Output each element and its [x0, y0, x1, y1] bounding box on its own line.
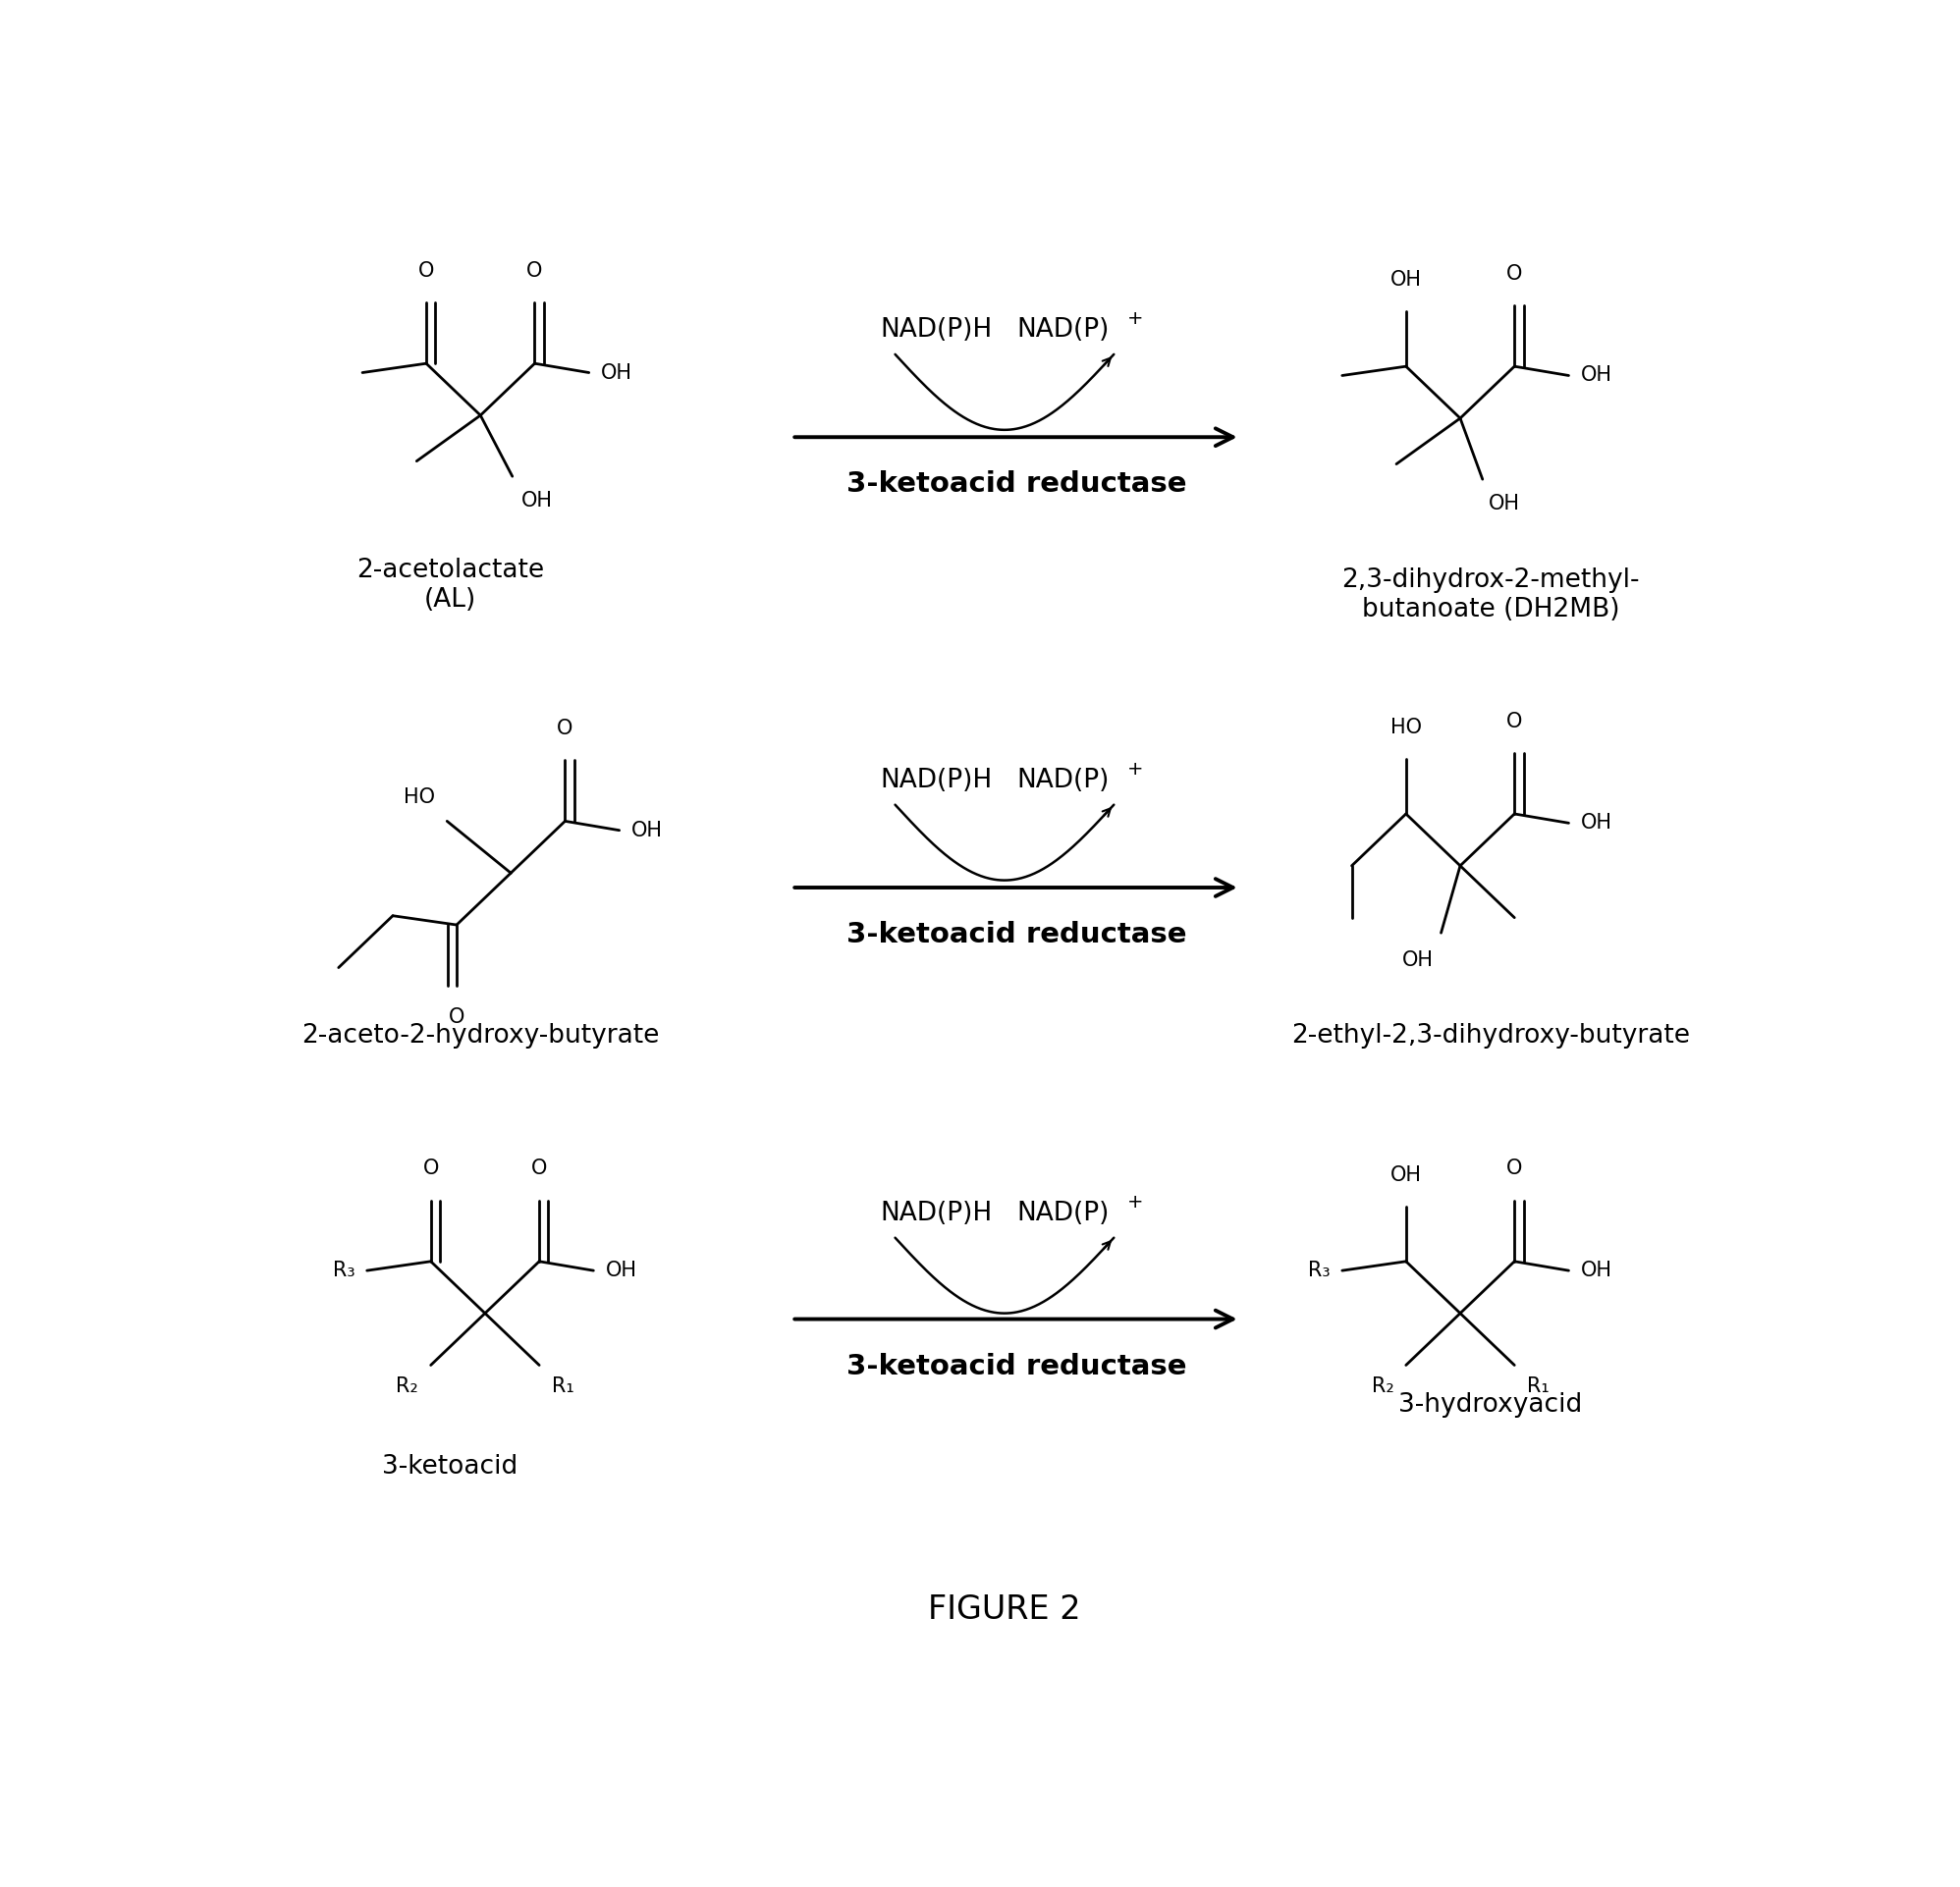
- Text: +: +: [1127, 309, 1145, 328]
- Text: NAD(P): NAD(P): [1017, 1200, 1109, 1227]
- Text: 2-acetolactate
(AL): 2-acetolactate (AL): [357, 559, 545, 613]
- Text: R₂: R₂: [396, 1378, 419, 1396]
- Text: NAD(P): NAD(P): [1017, 768, 1109, 793]
- Text: FIGURE 2: FIGURE 2: [929, 1593, 1080, 1627]
- Text: OH: OH: [1488, 494, 1521, 513]
- Text: OH: OH: [521, 491, 553, 511]
- Text: 2-ethyl-2,3-dihydroxy-butyrate: 2-ethyl-2,3-dihydroxy-butyrate: [1292, 1023, 1690, 1047]
- Text: R₃: R₃: [1307, 1261, 1331, 1281]
- Text: HO: HO: [404, 787, 435, 806]
- Text: O: O: [1507, 264, 1523, 283]
- Text: R₁: R₁: [1527, 1378, 1548, 1396]
- Text: O: O: [423, 1159, 439, 1179]
- Text: O: O: [449, 1008, 465, 1027]
- Text: OH: OH: [1582, 1261, 1613, 1281]
- Text: O: O: [527, 260, 543, 281]
- Text: NAD(P)H: NAD(P)H: [880, 768, 992, 793]
- Text: NAD(P): NAD(P): [1017, 317, 1109, 343]
- Text: OH: OH: [631, 821, 662, 840]
- Text: R₁: R₁: [551, 1378, 574, 1396]
- Text: OH: OH: [602, 362, 633, 383]
- Text: O: O: [1507, 711, 1523, 730]
- Text: OH: OH: [606, 1261, 637, 1281]
- Text: 3-ketoacid reductase: 3-ketoacid reductase: [847, 1353, 1186, 1379]
- Text: OH: OH: [1401, 951, 1433, 970]
- Text: 2-aceto-2-hydroxy-butyrate: 2-aceto-2-hydroxy-butyrate: [302, 1023, 659, 1047]
- Text: OH: OH: [1390, 1164, 1421, 1185]
- Text: R₃: R₃: [333, 1261, 355, 1281]
- Text: R₂: R₂: [1372, 1378, 1394, 1396]
- Text: O: O: [531, 1159, 547, 1179]
- Text: OH: OH: [1582, 813, 1613, 832]
- Text: NAD(P)H: NAD(P)H: [880, 317, 992, 343]
- Text: O: O: [557, 719, 572, 738]
- Text: +: +: [1127, 760, 1145, 779]
- Text: O: O: [417, 260, 435, 281]
- Text: 3-hydroxyacid: 3-hydroxyacid: [1399, 1393, 1582, 1417]
- Text: 3-ketoacid: 3-ketoacid: [382, 1455, 517, 1479]
- Text: HO: HO: [1390, 717, 1421, 738]
- Text: OH: OH: [1390, 270, 1421, 289]
- Text: +: +: [1127, 1193, 1145, 1211]
- Text: OH: OH: [1582, 366, 1613, 385]
- Text: 3-ketoacid reductase: 3-ketoacid reductase: [847, 921, 1186, 949]
- Text: 2,3-dihydrox-2-methyl-
butanoate (DH2MB): 2,3-dihydrox-2-methyl- butanoate (DH2MB): [1341, 568, 1641, 623]
- Text: NAD(P)H: NAD(P)H: [880, 1200, 992, 1227]
- Text: O: O: [1507, 1159, 1523, 1179]
- Text: 3-ketoacid reductase: 3-ketoacid reductase: [847, 470, 1186, 498]
